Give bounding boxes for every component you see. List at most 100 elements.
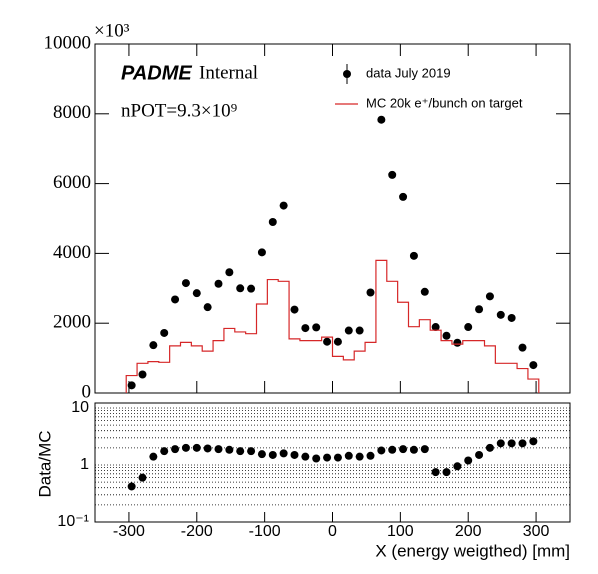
data-point (312, 323, 321, 332)
ratio-point (453, 462, 462, 471)
ratio-point (475, 450, 484, 459)
ratio-point (464, 456, 473, 465)
ratio-point (214, 445, 223, 454)
data-point (290, 305, 299, 314)
ratio-point (247, 447, 256, 456)
data-point (485, 292, 494, 301)
ratio-point (312, 454, 321, 463)
status: Internal (199, 62, 258, 83)
legend-label: MC 20k e⁺/bunch on target (366, 95, 523, 110)
y-tick-label: 10 (71, 399, 89, 416)
ratio-point (344, 451, 353, 460)
data-point (171, 295, 180, 304)
ratio-point (518, 439, 527, 448)
y-tick-label: 2000 (53, 312, 91, 333)
legend-label: data July 2019 (366, 65, 451, 80)
data-point (507, 313, 516, 322)
ratio-point (323, 453, 332, 462)
ratio-point (442, 468, 451, 477)
data-point (529, 361, 538, 370)
data-point (399, 192, 408, 201)
data-point (138, 370, 147, 379)
experiment: PADME (121, 62, 192, 84)
data-point (518, 343, 527, 352)
data-point (279, 201, 288, 210)
y-tick-label: 4000 (53, 242, 91, 263)
npot: nPOT=9.3×10⁹ (121, 100, 238, 121)
data-point (475, 305, 484, 314)
ratio-point (529, 437, 538, 446)
data-point (203, 303, 212, 312)
data-point (149, 341, 158, 350)
data-point (453, 338, 462, 347)
y-tick-label: 6000 (53, 172, 91, 193)
data-point (355, 326, 364, 335)
ratio-point (431, 468, 440, 477)
data-point (181, 279, 190, 288)
data-point (431, 323, 440, 332)
data-point (420, 287, 429, 296)
ratio-point (127, 482, 136, 491)
ratio-point (279, 449, 288, 458)
ratio-point (236, 447, 245, 456)
ratio-point (290, 450, 299, 459)
y-tick-label: 10⁻¹ (57, 513, 89, 530)
ratio-point (203, 444, 212, 453)
ratio-point (225, 445, 234, 454)
ratio-point (377, 446, 386, 455)
data-point (323, 337, 332, 346)
x-tick-label: -200 (181, 523, 213, 540)
ratio-point (333, 453, 342, 462)
x-tick-label: 100 (387, 523, 414, 540)
data-point (214, 279, 223, 288)
x-axis-label: X (energy weigthed) [mm] (375, 541, 570, 560)
ratio-point (399, 445, 408, 454)
x-tick-label: -100 (249, 523, 281, 540)
data-point (388, 170, 397, 179)
ratio-point (301, 452, 310, 461)
y-multiplier: ×10³ (94, 20, 130, 41)
data-point (496, 310, 505, 319)
ratio-point (138, 473, 147, 482)
y-tick-label: 8000 (53, 102, 91, 123)
data-point (333, 337, 342, 346)
ratio-point (160, 447, 169, 456)
data-point (464, 323, 473, 332)
ratio-point (268, 450, 277, 459)
data-point (160, 328, 169, 337)
ratio-point (192, 443, 201, 452)
ratio-point (496, 439, 505, 448)
data-point (442, 331, 451, 340)
ratio-point (507, 439, 516, 448)
ratio-point (149, 452, 158, 461)
y-axis-label: Data/MC (35, 430, 54, 497)
ratio-point (171, 445, 180, 454)
mc-histogram (125, 259, 540, 393)
data-point (301, 324, 310, 333)
data-point (225, 268, 234, 277)
ratio-point (366, 451, 375, 460)
ratio-point (409, 445, 418, 454)
y-tick-label: 1 (80, 456, 89, 473)
ratio-point (257, 450, 266, 459)
data-point (127, 381, 136, 390)
data-point (236, 284, 245, 293)
x-tick-label: 200 (455, 523, 482, 540)
ratio-point (181, 443, 190, 452)
x-tick-label: -300 (113, 523, 145, 540)
data-point (344, 326, 353, 335)
x-tick-label: 300 (523, 523, 550, 540)
ratio-point (485, 443, 494, 452)
data-point (247, 284, 256, 293)
x-tick-label: 0 (328, 523, 337, 540)
data-point (192, 289, 201, 298)
y-tick-label: 10000 (44, 32, 92, 53)
ratio-point (355, 452, 364, 461)
data-point (366, 288, 375, 297)
ratio-point (388, 445, 397, 454)
data-point (377, 115, 386, 124)
data-point (268, 217, 277, 226)
ratio-point (420, 445, 429, 454)
